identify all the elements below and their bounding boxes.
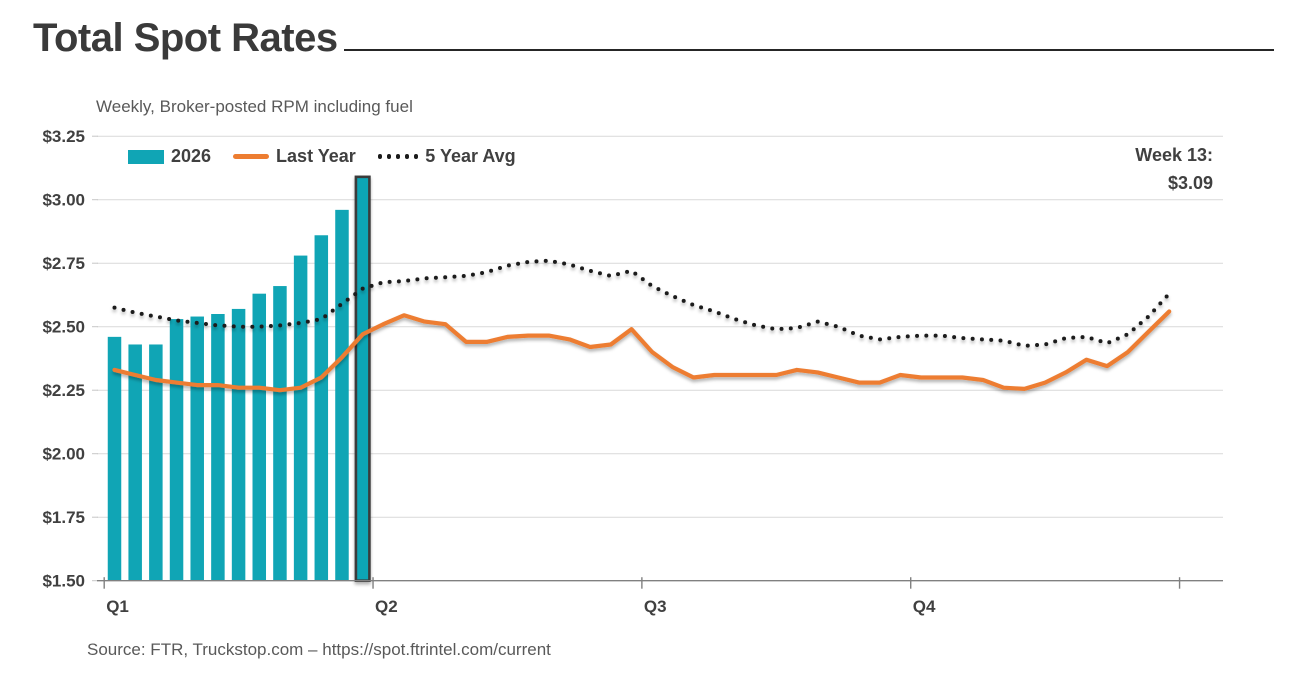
bar-week-10 <box>293 255 308 581</box>
callout-value: $3.09 <box>1167 173 1213 193</box>
bar-week-5 <box>190 316 204 581</box>
y-axis-label: $1.50 <box>42 572 85 591</box>
week-13-callout: Week 13: $3.09 <box>1135 141 1213 197</box>
y-axis-label: $2.25 <box>42 381 85 400</box>
bar-week-9 <box>273 286 287 581</box>
callout-week: Week 13: <box>1135 145 1213 165</box>
bar-week-12 <box>335 209 349 581</box>
legend-label: 5 Year Avg <box>425 146 516 166</box>
x-axis-label: Q4 <box>913 597 936 616</box>
x-axis-label: Q2 <box>375 597 398 616</box>
bar-week-3 <box>149 344 163 581</box>
legend-item-last-year: Last Year <box>233 146 356 167</box>
chart-subtitle: Weekly, Broker-posted RPM including fuel <box>96 97 413 116</box>
title-underline <box>343 49 1274 51</box>
dotted-swatch-icon <box>377 154 419 159</box>
legend-label: 2026 <box>171 146 212 166</box>
bar-swatch-icon <box>128 149 164 164</box>
page-title: Total Spot Rates <box>33 16 338 60</box>
bar-week-4 <box>169 319 184 581</box>
y-axis-label: $1.75 <box>42 508 85 527</box>
five-year-avg-line <box>112 258 1172 348</box>
bar-week-8 <box>252 293 267 581</box>
legend-label: Last Year <box>276 146 356 166</box>
bar-week-7 <box>231 308 246 581</box>
legend-item-5-year-avg: 5 Year Avg <box>377 146 516 167</box>
bar-week-1 <box>107 336 122 581</box>
y-axis-label: $2.00 <box>42 445 85 464</box>
line-swatch-icon <box>233 154 270 159</box>
y-axis-label: $2.75 <box>42 254 85 273</box>
bar-week-11 <box>314 235 329 581</box>
last-year-line <box>112 309 1172 393</box>
y-axis-label: $3.00 <box>42 191 85 210</box>
bar-week-13-highlighted <box>354 175 371 582</box>
header: Total Spot Rates <box>33 16 1274 60</box>
source-note: Source: FTR, Truckstop.com – https://spo… <box>87 640 551 659</box>
bar-week-2 <box>128 344 142 581</box>
bar-week-6 <box>211 314 225 581</box>
x-axis-label: Q1 <box>106 597 129 616</box>
x-axis-label: Q3 <box>644 597 667 616</box>
legend-item-2026: 2026 <box>128 146 211 167</box>
y-axis-label: $3.25 <box>42 127 85 146</box>
y-axis-label: $2.50 <box>42 318 85 337</box>
chart-legend: 2026 Last Year 5 Year Avg <box>128 146 516 167</box>
